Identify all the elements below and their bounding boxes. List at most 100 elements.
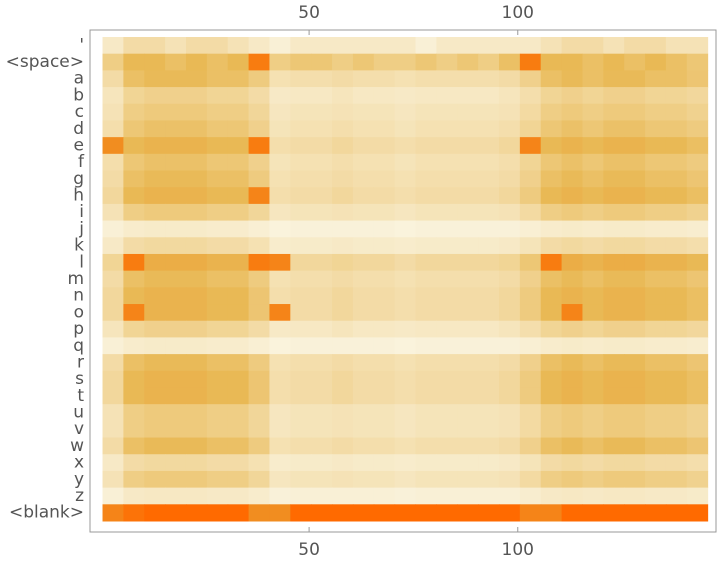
heat-cell [519,137,542,155]
heat-cell [686,454,709,472]
heat-cell [373,287,396,305]
heat-cell [185,337,208,355]
heat-cell [582,420,604,439]
heat-cell [311,53,333,71]
heat-cell [290,370,312,388]
heat-cell [102,237,124,255]
heat-cell [269,237,291,255]
row-label: x [74,453,84,473]
heat-cell [540,504,563,522]
heat-cell [144,337,166,355]
heat-cell [540,420,563,439]
heat-cell [185,487,208,505]
heat-cell [686,37,709,55]
heat-cell [457,153,479,172]
heat-cell [645,220,667,238]
heat-cell [436,187,458,205]
row-label: t [77,386,84,406]
heat-cell [540,354,563,372]
heat-cell [665,253,688,272]
heat-cell [373,320,396,338]
heat-cell [478,337,500,355]
heat-cell [457,220,479,238]
heat-cell [352,153,375,172]
heat-cell [394,270,417,288]
row-label: <blank> [9,503,84,523]
heat-cell [665,237,688,255]
heat-cell [123,170,145,188]
heat-cell [248,337,270,355]
heat-cell [144,470,166,489]
row-label: e [74,135,84,155]
heat-cell [290,237,312,255]
heat-cell [165,137,187,155]
heat-cell [311,170,333,188]
heat-cell [624,404,646,422]
heat-cell [665,37,688,55]
heat-cell [311,470,333,489]
heat-cell [436,120,458,138]
heat-cell [352,470,375,489]
heat-cell [498,437,521,455]
heat-cell [165,87,187,105]
heat-cell [436,270,458,288]
heat-cell [227,103,250,121]
heat-cell [457,253,479,272]
heat-cell [436,153,458,172]
heat-cell [436,504,458,522]
row-label: a [74,69,84,89]
heat-cell [123,437,145,455]
heat-cell [540,253,563,272]
heat-cell [290,487,312,505]
heat-cell [206,387,229,405]
x-tick-label-bottom: 50 [298,540,320,560]
heat-cell [311,37,333,55]
heat-cell [582,87,604,105]
heat-cell [394,387,417,405]
row-label: b [73,85,84,105]
heat-cell [206,337,229,355]
heat-cell [624,37,646,55]
heat-cell [290,270,312,288]
heat-cell [373,437,396,455]
heat-cell [248,120,270,138]
heat-cell [352,37,375,55]
heat-cell [394,237,417,255]
heat-cell [665,320,688,338]
heat-cell [206,153,229,172]
heat-cell [540,370,563,388]
heat-cell [144,187,166,205]
heat-cell [624,270,646,288]
heat-cell [373,70,396,88]
heat-cell [686,437,709,455]
heat-cell [311,87,333,105]
heat-cell [248,287,270,305]
heat-cell [498,153,521,172]
heat-cell [665,203,688,222]
heat-cell [102,103,124,121]
heat-cell [686,103,709,121]
heat-cell [415,370,437,388]
heat-cell [185,320,208,338]
heat-cell [457,470,479,489]
heat-cell [498,253,521,272]
heat-cell [457,120,479,138]
heat-cell [352,253,375,272]
heat-cell [394,420,417,439]
heat-cell [478,203,500,222]
heat-cell [227,137,250,155]
heat-cell [624,454,646,472]
heat-cell [478,320,500,338]
heat-cell [102,487,124,505]
heat-cell [332,137,354,155]
heat-cell [102,253,124,272]
heat-cell [102,354,124,372]
heat-cell [436,370,458,388]
row-label: <space> [6,52,84,72]
heat-cell [269,187,291,205]
heat-cell [352,203,375,222]
heat-cell [102,304,124,322]
heat-cell [373,504,396,522]
row-label: o [74,302,84,322]
row-label: s [75,369,84,389]
